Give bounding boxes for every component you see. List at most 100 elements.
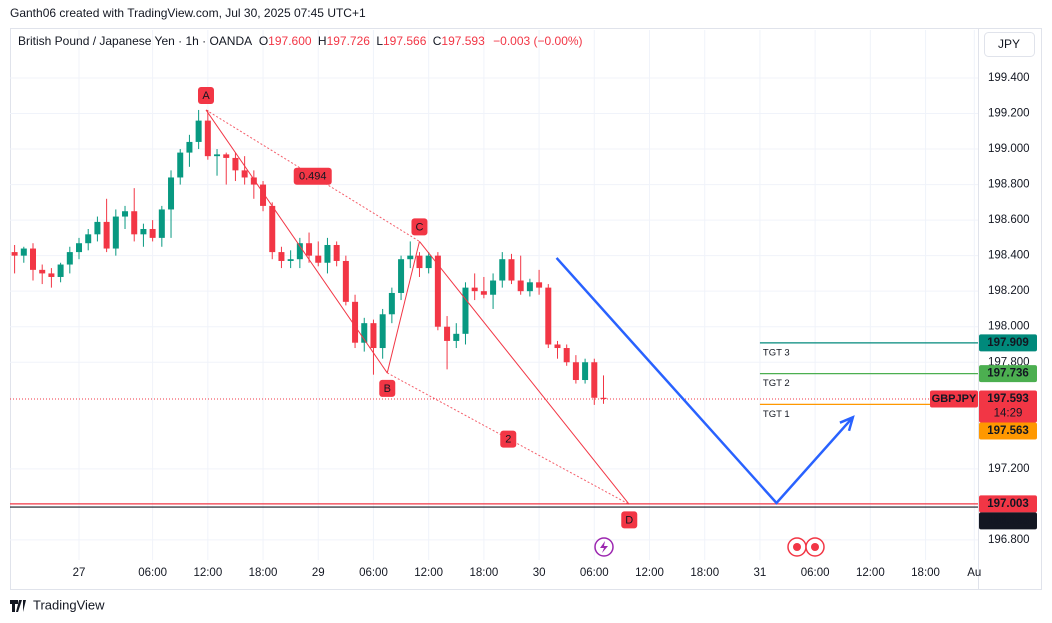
- x-tick-label: 06:00: [138, 567, 167, 579]
- x-tick-label: 06:00: [359, 567, 388, 579]
- event-icons[interactable]: [594, 537, 825, 557]
- price-label-box: [979, 334, 1037, 352]
- attribution: Ganth06 created with TradingView.com, Ju…: [10, 6, 366, 20]
- candle-body: [480, 291, 487, 295]
- pattern-ratio: 0.494: [299, 171, 327, 183]
- y-tick-label: 197.200: [988, 463, 1030, 475]
- candle-body: [168, 177, 175, 210]
- price-countdown: 14:29: [994, 408, 1023, 420]
- ohlc-label: L: [376, 34, 383, 48]
- x-tick-label: 12:00: [193, 567, 222, 579]
- price-label-box: [979, 422, 1037, 440]
- candle-body: [204, 120, 211, 157]
- candle-body: [296, 243, 303, 260]
- ohlc-label: O: [259, 34, 268, 48]
- candle-body: [30, 248, 37, 270]
- brand-logo[interactable]: TradingView: [10, 597, 105, 612]
- candle-body: [545, 287, 552, 345]
- candle-body: [260, 184, 267, 206]
- pattern-line: [386, 241, 420, 374]
- x-tick-label: 12:00: [635, 567, 664, 579]
- pattern-point-label: D: [625, 514, 633, 526]
- x-tick-label: 12:00: [414, 567, 443, 579]
- candle-body: [85, 234, 92, 244]
- price-label: 197.563: [987, 425, 1029, 437]
- pattern-point-label-box: [197, 86, 214, 104]
- candle-body: [158, 209, 165, 238]
- pattern-line: [419, 241, 630, 505]
- plot: [11, 109, 607, 405]
- candle-body: [131, 211, 138, 235]
- event-icon-glyph: [811, 543, 819, 551]
- candle-body: [214, 154, 221, 157]
- candle-body: [278, 252, 285, 261]
- currency-button[interactable]: JPY: [984, 32, 1035, 57]
- y-tick-label: 198.800: [988, 179, 1030, 191]
- price-label: 197.909: [987, 337, 1029, 349]
- currency-button-box[interactable]: [984, 32, 1035, 57]
- candle-body: [582, 362, 589, 381]
- pattern-point-label: A: [202, 90, 210, 102]
- projection-arrowhead: [839, 415, 855, 432]
- x-tick-label: 30: [533, 567, 546, 579]
- candle-body: [39, 269, 46, 274]
- currency-label[interactable]: JPY: [998, 37, 1020, 51]
- x-tick-label: 31: [754, 567, 767, 579]
- candle-body: [223, 154, 230, 158]
- candle-body: [195, 120, 202, 142]
- candle-body: [572, 362, 579, 381]
- candle-body: [434, 255, 441, 327]
- candle-body: [177, 152, 184, 178]
- candle-body: [416, 255, 423, 269]
- price-label-box: [979, 365, 1037, 383]
- candle-body: [563, 348, 570, 363]
- ohlc-label: C: [433, 34, 442, 48]
- ohlc-label: H: [318, 34, 327, 48]
- pattern-point-label: B: [384, 383, 391, 395]
- ohlc-value: 197.726: [327, 34, 371, 48]
- y-tick-label: 199.000: [988, 143, 1030, 155]
- target-label: TGT 2: [763, 378, 790, 389]
- frame: [10, 28, 1042, 590]
- event-icon-glyph: [793, 543, 801, 551]
- candle-body: [517, 280, 524, 292]
- symbol-label-box: [930, 390, 978, 408]
- candle-body: [462, 287, 469, 334]
- x-tick-label: 18:00: [249, 567, 278, 579]
- candle-body: [591, 362, 598, 398]
- candle-body: [324, 244, 331, 263]
- brand-name[interactable]: TradingView: [33, 597, 105, 612]
- y-tick-label: 199.400: [988, 72, 1030, 84]
- pattern-ratio-box: [293, 167, 332, 185]
- logo-mark: [10, 600, 26, 612]
- candle-body: [232, 157, 239, 171]
- ohlc-value: 197.600: [268, 34, 312, 48]
- candle-body: [407, 255, 414, 260]
- candle-body: [76, 243, 83, 253]
- candle-body: [361, 323, 368, 343]
- x-tick-label: 27: [73, 567, 86, 579]
- price-label: 196.985: [987, 515, 1029, 527]
- candle-body: [425, 255, 432, 269]
- legend: British Pound / Japanese Yen · 1h · OAND…: [18, 34, 583, 48]
- candle-body: [103, 221, 110, 249]
- candle-body: [122, 211, 129, 217]
- candle-body: [453, 333, 460, 341]
- candle-body: [554, 344, 561, 349]
- pattern-ratio-box: [500, 430, 517, 448]
- candle-body: [287, 259, 294, 261]
- projection-line: [555, 257, 854, 505]
- candle-body: [536, 282, 543, 288]
- candle-body: [388, 292, 395, 315]
- candle-body: [112, 216, 119, 249]
- ohlc-value: 197.593: [441, 34, 485, 48]
- candle-body: [379, 314, 386, 349]
- candle-body: [333, 244, 340, 261]
- candle-body: [398, 259, 405, 293]
- symbol: British Pound / Japanese Yen · 1h · OAND…: [18, 34, 252, 48]
- pattern-point-label-box: [411, 218, 428, 236]
- price-label-box: [979, 512, 1037, 530]
- price-label: 197.736: [987, 368, 1029, 380]
